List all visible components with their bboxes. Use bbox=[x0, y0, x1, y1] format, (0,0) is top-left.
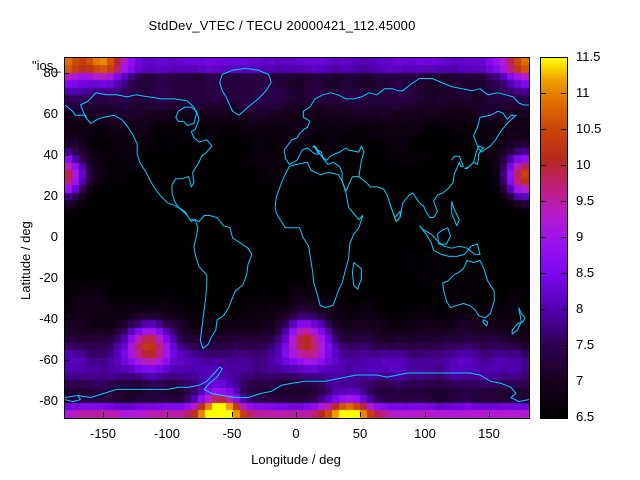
x-axis-tick bbox=[232, 412, 233, 417]
colorbar-tick bbox=[561, 381, 566, 382]
colorbar-tick bbox=[541, 309, 546, 310]
colorbar-tick-label: 8.5 bbox=[576, 265, 595, 280]
colorbar-tick bbox=[541, 93, 546, 94]
y-axis-tick bbox=[64, 155, 69, 156]
colorbar-tick-label: 10.5 bbox=[576, 121, 602, 136]
x-axis-tick-label: -150 bbox=[89, 426, 117, 441]
y-axis-tick bbox=[64, 114, 69, 115]
colorbar-tick bbox=[541, 201, 546, 202]
colorbar bbox=[540, 57, 568, 419]
x-axis-tick-label: 150 bbox=[478, 426, 500, 441]
y-axis-tick bbox=[64, 360, 69, 361]
y-axis-tick-label: 40 bbox=[43, 147, 58, 162]
y-axis-tick-label: 0 bbox=[50, 229, 58, 244]
colorbar-tick bbox=[561, 201, 566, 202]
colorbar-tick bbox=[541, 273, 546, 274]
colorbar-tick-label: 7 bbox=[576, 373, 584, 388]
x-axis-tick bbox=[425, 412, 426, 417]
colorbar-tick bbox=[541, 129, 546, 130]
colorbar-tick-label: 11.5 bbox=[576, 49, 601, 64]
colorbar-tick-label: 9.5 bbox=[576, 193, 595, 208]
y-axis-tick bbox=[64, 319, 69, 320]
x-axis-tick-label: 100 bbox=[414, 426, 436, 441]
y-axis-tick-label: -80 bbox=[39, 393, 58, 408]
y-axis-tick bbox=[64, 196, 69, 197]
x-axis-tick bbox=[296, 412, 297, 417]
y-axis-tick bbox=[64, 73, 69, 74]
colorbar-tick bbox=[561, 165, 566, 166]
y-axis-tick-label: -60 bbox=[39, 352, 58, 367]
x-axis-tick-label: 0 bbox=[292, 426, 300, 441]
colorbar-tick bbox=[541, 381, 546, 382]
y-axis-tick-label: 80 bbox=[43, 65, 58, 80]
x-axis-tick-label: -50 bbox=[222, 426, 242, 441]
x-axis-tick bbox=[103, 412, 104, 417]
y-axis-tick-label: 20 bbox=[43, 188, 58, 203]
colorbar-gradient bbox=[541, 58, 567, 418]
colorbar-tick-label: 10 bbox=[576, 157, 591, 172]
colorbar-tick bbox=[561, 273, 566, 274]
colorbar-tick bbox=[541, 345, 546, 346]
colorbar-tick bbox=[541, 237, 546, 238]
stray-text-artifact: "ios_ bbox=[32, 58, 61, 73]
y-axis-tick bbox=[64, 237, 69, 238]
colorbar-tick bbox=[561, 93, 566, 94]
y-axis-tick-label: -40 bbox=[39, 311, 58, 326]
colorbar-tick-label: 9 bbox=[576, 229, 584, 244]
heatmap-canvas bbox=[65, 58, 529, 418]
plot-area bbox=[64, 57, 530, 419]
y-axis-tick-label: 60 bbox=[43, 106, 58, 121]
x-axis-tick bbox=[167, 412, 168, 417]
y-axis-tick-label: -20 bbox=[39, 270, 58, 285]
colorbar-tick-label: 11 bbox=[576, 85, 590, 100]
colorbar-tick bbox=[561, 309, 566, 310]
x-axis-tick-label: 50 bbox=[352, 426, 368, 441]
x-axis-tick bbox=[489, 412, 490, 417]
colorbar-tick-label: 7.5 bbox=[576, 337, 595, 352]
x-axis-tick-label: -100 bbox=[153, 426, 181, 441]
x-axis-tick bbox=[360, 412, 361, 417]
colorbar-tick-label: 8 bbox=[576, 301, 584, 316]
colorbar-tick bbox=[561, 237, 566, 238]
x-axis-title: Longitude / deg bbox=[251, 452, 341, 467]
y-axis-tick bbox=[64, 401, 69, 402]
y-axis-tick bbox=[64, 278, 69, 279]
page-title: StdDev_VTEC / TECU 20000421_112.45000 bbox=[148, 18, 416, 33]
colorbar-tick bbox=[561, 129, 566, 130]
colorbar-tick bbox=[561, 345, 566, 346]
colorbar-tick-label: 6.5 bbox=[576, 409, 595, 424]
colorbar-tick bbox=[541, 165, 546, 166]
